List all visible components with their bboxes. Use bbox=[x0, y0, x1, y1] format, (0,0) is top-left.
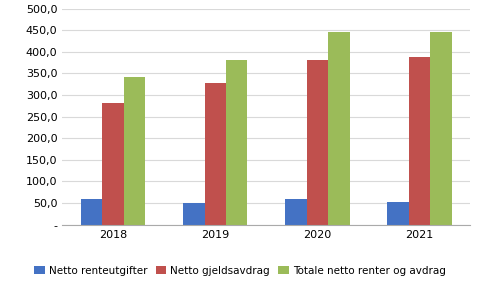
Legend: Netto renteutgifter, Netto gjeldsavdrag, Totale netto renter og avdrag: Netto renteutgifter, Netto gjeldsavdrag,… bbox=[30, 262, 450, 280]
Bar bbox=[285, 199, 307, 225]
Bar bbox=[102, 103, 124, 225]
Bar bbox=[431, 32, 452, 225]
Bar bbox=[226, 60, 248, 225]
Bar bbox=[328, 32, 349, 225]
Bar bbox=[409, 57, 431, 225]
Bar bbox=[204, 83, 226, 225]
Bar bbox=[124, 77, 145, 225]
Bar bbox=[183, 203, 204, 225]
Bar bbox=[81, 199, 102, 225]
Bar bbox=[307, 60, 328, 225]
Bar bbox=[387, 202, 409, 225]
